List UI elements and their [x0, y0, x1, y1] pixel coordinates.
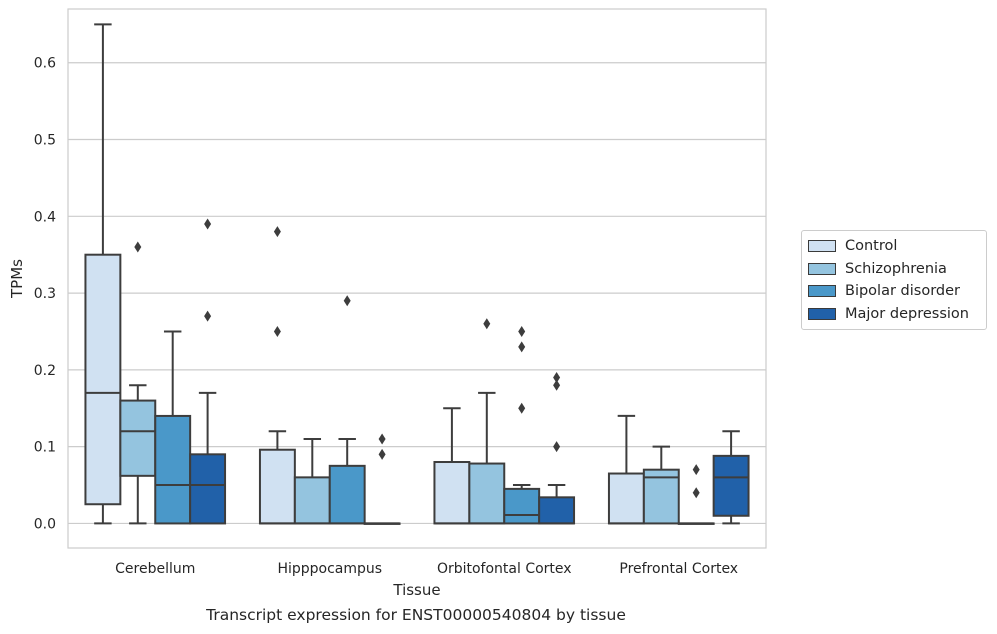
outlier-point — [343, 295, 351, 307]
outlier-point — [553, 441, 561, 453]
box-iqr — [84, 253, 122, 506]
box-iqr — [189, 453, 227, 525]
box-control — [84, 23, 122, 525]
legend-item: Major depression — [802, 303, 986, 326]
outlier-point — [518, 325, 526, 337]
box-iqr — [607, 472, 645, 525]
legend-swatch — [808, 307, 836, 320]
box-iqr — [712, 454, 750, 517]
box-bipolar-disorder — [503, 325, 541, 525]
box-iqr — [468, 462, 506, 525]
x-axis-label: Tissue — [392, 581, 440, 599]
box-iqr — [328, 464, 366, 525]
box-control — [258, 226, 296, 525]
legend: Control Schizophrenia Bipolar disorder Majo… — [801, 230, 987, 330]
x-tick-label: Cerebellum — [115, 561, 195, 577]
legend-swatch — [808, 285, 836, 298]
y-tick-label: 0.2 — [34, 363, 56, 379]
plot-area-frame — [67, 8, 767, 549]
legend-swatch — [808, 240, 836, 253]
x-tick-label: Prefrontal Cortex — [619, 561, 738, 577]
box-schizophrenia — [293, 437, 331, 525]
legend-swatch — [808, 262, 836, 275]
legend-label: Control — [845, 238, 898, 255]
outlier-point — [204, 218, 212, 230]
y-tick-label: 0.3 — [34, 286, 56, 302]
box-major-depression — [189, 218, 227, 525]
box-iqr — [538, 496, 576, 525]
box-schizophrenia — [119, 241, 157, 525]
x-tick-labels: Cerebellum Hipppocampus Orbitofontal Corte… — [115, 561, 738, 577]
legend-label: Major depression — [845, 305, 969, 322]
box-iqr — [258, 448, 296, 525]
outlier-point — [378, 433, 386, 445]
box-control — [433, 407, 471, 525]
box-schizophrenia — [468, 318, 506, 525]
box-iqr — [642, 468, 680, 525]
box-iqr — [119, 399, 157, 477]
box-bipolar-disorder — [677, 464, 715, 525]
box-major-depression — [363, 433, 401, 525]
outlier-point — [692, 487, 700, 499]
y-tick-labels: 0.0 0.1 0.2 0.3 0.4 0.5 0.6 — [34, 56, 56, 533]
outlier-point — [553, 372, 561, 384]
x-tick-label: Hipppocampus — [277, 561, 382, 577]
outlier-point — [378, 448, 386, 460]
boxes — [84, 23, 750, 525]
box-bipolar-disorder — [154, 330, 192, 525]
y-tick-label: 0.4 — [34, 209, 56, 225]
box-iqr — [154, 414, 192, 525]
outlier-point — [518, 402, 526, 414]
y-tick-label: 0.1 — [34, 440, 56, 456]
outlier-point — [483, 318, 491, 330]
outlier-point — [518, 341, 526, 353]
box-major-depression — [538, 372, 576, 525]
legend-label: Schizophrenia — [845, 260, 947, 277]
outlier-point — [134, 241, 142, 253]
legend-item: Control — [802, 235, 986, 258]
y-tick-label: 0.5 — [34, 133, 56, 149]
box-control — [607, 414, 645, 525]
box-schizophrenia — [642, 445, 680, 525]
outlier-point — [204, 310, 212, 322]
outlier-point — [273, 226, 281, 238]
box-major-depression — [712, 430, 750, 525]
outlier-point — [553, 379, 561, 391]
legend-item: Bipolar disorder — [802, 280, 986, 303]
outlier-point — [273, 325, 281, 337]
x-tick-label: Orbitofontal Cortex — [437, 561, 572, 577]
box-iqr — [293, 476, 331, 525]
box-bipolar-disorder — [328, 295, 366, 525]
figure-caption: Transcript expression for ENST0000054080… — [206, 606, 626, 624]
box-iqr — [433, 461, 471, 525]
outlier-point — [692, 464, 700, 476]
y-axis-label: TPMs — [8, 259, 26, 299]
y-tick-label: 0.6 — [34, 56, 56, 72]
legend-label: Bipolar disorder — [845, 283, 960, 300]
box-iqr — [503, 487, 541, 525]
y-tick-label: 0.0 — [34, 516, 56, 532]
legend-item: Schizophrenia — [802, 258, 986, 281]
